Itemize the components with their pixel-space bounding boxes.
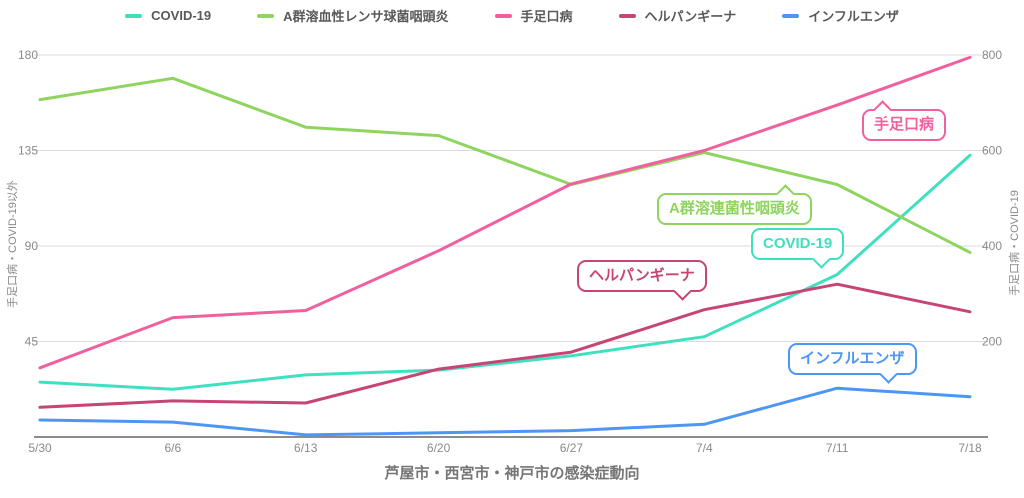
callout-strep-a-label: A群溶連菌性咽頭炎 — [669, 200, 800, 217]
legend-label-covid19: COVID-19 — [151, 8, 212, 23]
left-axis-tick-label: 45 — [25, 335, 39, 349]
legend-item-covid19[interactable]: COVID-19 — [125, 8, 211, 23]
callout-influenza-label: インフルエンザ — [800, 350, 905, 367]
callout-herpangina-label: ヘルパンギーナ — [589, 267, 695, 284]
hfmd-line-swatch-icon — [494, 13, 512, 18]
left-axis-tick-label: 180 — [18, 48, 38, 62]
x-axis-tick-label: 6/13 — [294, 441, 318, 455]
legend-label-herpangina: ヘルパンギーナ — [644, 9, 737, 24]
x-axis-tick-label: 6/6 — [165, 441, 182, 455]
strep-a-line-swatch-icon — [257, 13, 275, 18]
series-line-covid19 — [38, 153, 972, 391]
series-line-strep-a — [38, 76, 972, 254]
x-axis-tick-label: 5/30 — [28, 441, 52, 455]
series-line-influenza — [38, 386, 972, 437]
x-axis-tick-label: 7/18 — [958, 441, 982, 455]
callout-hfmd: 手足口病 — [862, 100, 947, 141]
left-axis-tick-label: 90 — [25, 239, 39, 253]
legend-label-strep-a: A群溶血性レンサ球菌咽頭炎 — [283, 9, 449, 24]
legend-item-strep-a[interactable]: A群溶血性レンサ球菌咽頭炎 — [257, 6, 449, 25]
herpangina-line-swatch-icon — [618, 13, 636, 18]
callout-covid19-label: COVID-19 — [763, 235, 833, 252]
right-axis-tick-label: 600 — [982, 144, 1002, 158]
right-axis-tick-label: 200 — [982, 335, 1002, 349]
legend-label-hfmd: 手足口病 — [520, 9, 573, 24]
right-axis-title: 手足口病・COVID-19 — [1009, 190, 1021, 296]
left-axis-title: 手足口病・COVID-19以外 — [7, 180, 19, 308]
chart-title: 芦屋市・西宮市・神戸市の感染症動向 — [384, 465, 640, 482]
right-axis-tick-label: 400 — [982, 239, 1002, 253]
callout-herpangina: ヘルパンギーナ — [577, 260, 707, 301]
influenza-line-swatch-icon — [782, 13, 800, 18]
chart-legend: COVID-19 A群溶血性レンサ球菌咽頭炎 手足口病 ヘルパンギーナ インフル… — [0, 6, 1024, 25]
legend-item-influenza[interactable]: インフルエンザ — [782, 6, 899, 25]
callout-strep-a: A群溶連菌性咽頭炎 — [657, 184, 812, 225]
covid19-line-swatch-icon — [125, 13, 143, 18]
series-line-hfmd — [38, 55, 972, 370]
x-axis-tick-label: 7/11 — [826, 441, 849, 455]
legend-label-influenza: インフルエンザ — [808, 9, 899, 24]
callout-covid19: COVID-19 — [751, 228, 845, 269]
right-axis-tick-label: 800 — [982, 48, 1002, 62]
x-axis-tick-label: 6/20 — [427, 441, 451, 455]
x-axis-tick-label: 7/4 — [696, 441, 713, 455]
x-axis-tick-label: 6/27 — [560, 441, 584, 455]
callout-hfmd-label: 手足口病 — [874, 116, 935, 133]
left-axis-tick-label: 135 — [18, 144, 38, 158]
callout-influenza: インフルエンザ — [788, 343, 917, 384]
legend-item-herpangina[interactable]: ヘルパンギーナ — [618, 6, 737, 25]
series-line-herpangina — [38, 282, 972, 409]
legend-item-hfmd[interactable]: 手足口病 — [494, 6, 573, 25]
